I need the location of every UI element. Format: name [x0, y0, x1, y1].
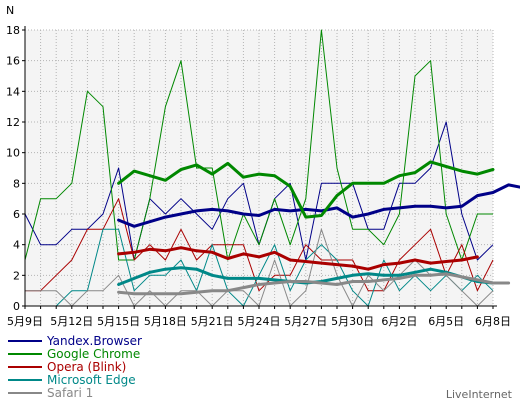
y-tick-label: 4 [13, 239, 20, 252]
x-tick-label: 6月5日 [428, 315, 464, 328]
x-tick-label: 5月27日 [284, 315, 327, 328]
y-tick-label: 18 [6, 24, 20, 37]
x-tick-label: 5月18日 [144, 315, 187, 328]
series-average-line-2 [117, 246, 479, 271]
y-tick-label: 10 [6, 147, 20, 160]
legend-label-1: Google Chrome [47, 347, 140, 361]
x-tick-label: 6月2日 [381, 315, 417, 328]
x-tick-label: 5月24日 [238, 315, 281, 328]
credit-label: LiveInternet [446, 388, 513, 401]
x-tick-label: 5月30日 [331, 315, 374, 328]
y-axis-label: N [6, 4, 14, 17]
series-average-line-1 [117, 160, 495, 219]
y-tick-label: 2 [13, 269, 20, 282]
legend-label-4: Safari 1 [47, 386, 93, 400]
x-tick-label: 5月15日 [97, 315, 140, 328]
series-average-line-0 [117, 183, 520, 228]
y-tick-label: 16 [6, 55, 20, 68]
series-daily-line-1 [24, 29, 493, 261]
y-tick-label: 0 [13, 300, 20, 313]
axes: 0 2 4 6 8 10 12 14 16 18 5月9日 5月12日 5月15日 5月18日 5月21日 5… [6, 24, 511, 328]
y-tick-label: 14 [6, 85, 20, 98]
x-tick-label: 5月9日 [7, 315, 43, 328]
x-tick-label: 6月8日 [475, 315, 511, 328]
legend-label-2: Opera (Blink) [47, 360, 126, 374]
y-tick-label: 8 [13, 177, 20, 190]
average-series [117, 160, 520, 296]
y-tick-label: 12 [6, 116, 20, 129]
legend-label-0: Yandex.Browser [46, 334, 142, 348]
y-tick-label: 6 [13, 208, 20, 221]
x-tick-label: 5月12日 [50, 315, 93, 328]
x-tick-label: 5月21日 [191, 315, 234, 328]
series-average-line-4 [117, 272, 511, 296]
legend-label-3: Microsoft Edge [47, 373, 136, 387]
